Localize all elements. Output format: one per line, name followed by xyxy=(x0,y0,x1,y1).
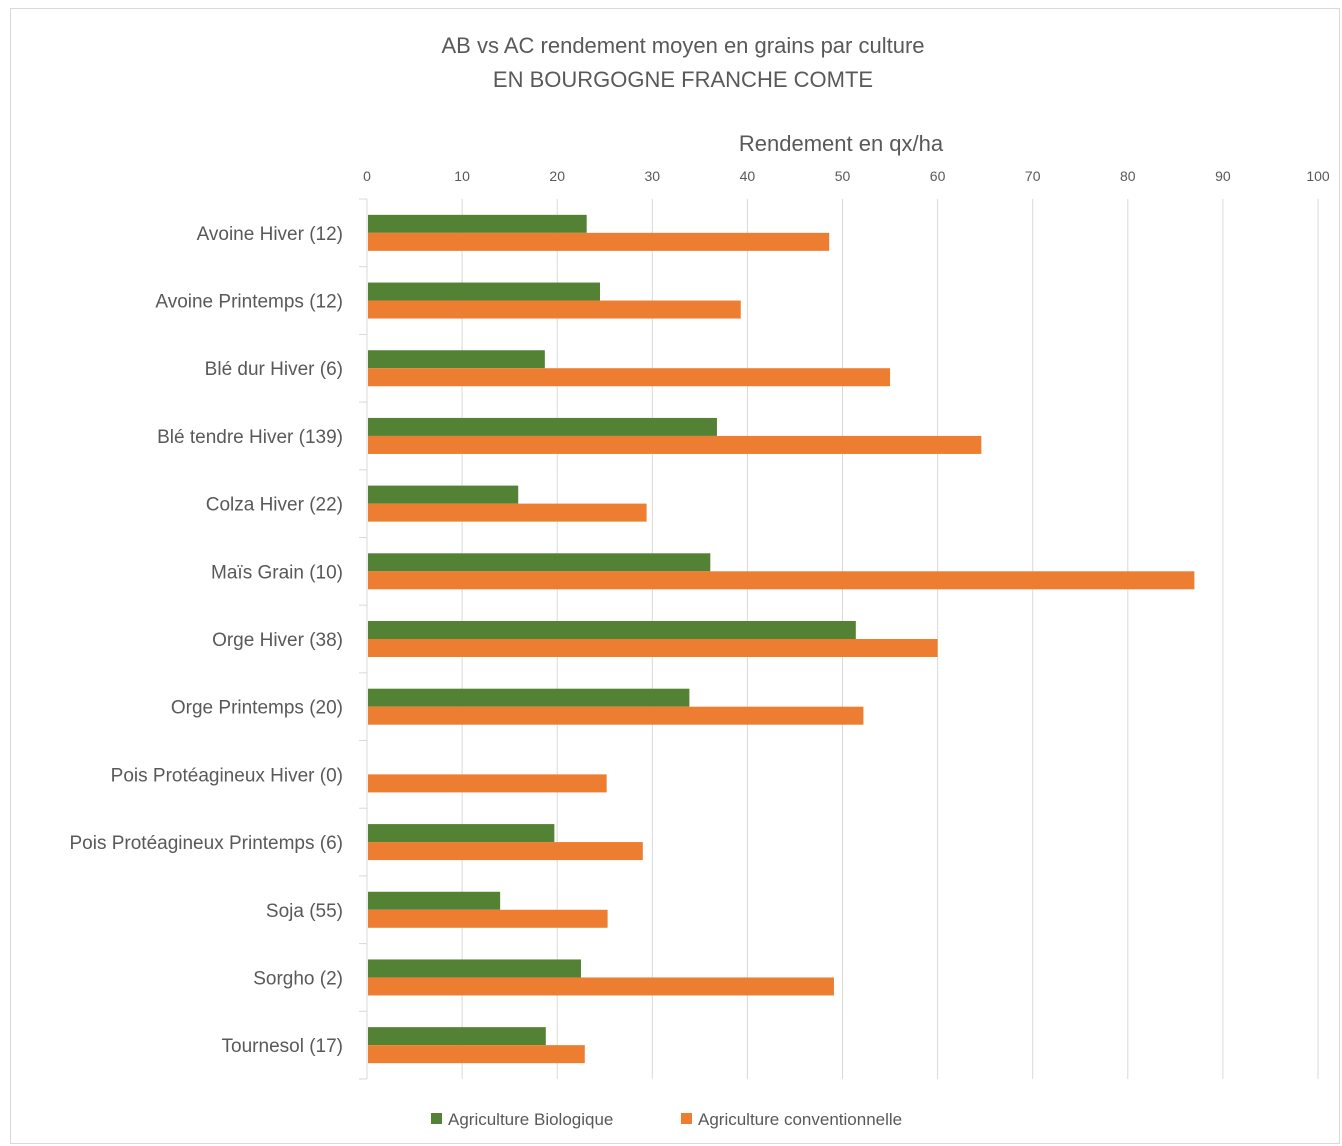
x-tick-label: 30 xyxy=(645,168,661,184)
legend-label: Agriculture Biologique xyxy=(448,1110,613,1129)
bar-agriculture-conventionnelle xyxy=(368,706,864,725)
x-tick-label: 100 xyxy=(1306,168,1330,184)
x-axis-title: Rendement en qx/ha xyxy=(739,131,944,156)
x-tick-label: 90 xyxy=(1215,168,1231,184)
bar-agriculture-conventionnelle xyxy=(368,1045,585,1064)
bar-agriculture-conventionnelle xyxy=(368,232,830,251)
bar-agriculture-conventionnelle xyxy=(368,300,741,319)
category-label: Avoine Printemps (12) xyxy=(155,292,343,313)
bar-agriculture-biologique xyxy=(368,282,600,301)
legend-label: Agriculture conventionnelle xyxy=(698,1110,902,1129)
x-tick-label: 0 xyxy=(363,168,371,184)
bar-agriculture-conventionnelle xyxy=(368,639,938,657)
category-label: Soja (55) xyxy=(266,901,343,922)
category-label: Pois Protéagineux Hiver (0) xyxy=(111,765,343,786)
legend-swatch xyxy=(431,1113,442,1124)
category-label: Maïs Grain (10) xyxy=(211,562,343,583)
bar-agriculture-conventionnelle xyxy=(368,977,834,996)
x-tick-label: 10 xyxy=(454,168,470,184)
x-tick-label: 20 xyxy=(549,168,565,184)
category-label: Blé tendre Hiver (139) xyxy=(157,427,343,448)
bar-agriculture-conventionnelle xyxy=(368,842,643,861)
category-label: Orge Hiver (38) xyxy=(212,630,343,651)
legend-swatch xyxy=(681,1113,692,1124)
bar-agriculture-biologique xyxy=(368,350,545,369)
bar-agriculture-biologique xyxy=(368,621,856,639)
bar-agriculture-conventionnelle xyxy=(368,503,647,522)
bar-chart: AB vs AC rendement moyen en grains par c… xyxy=(69,33,1330,1129)
category-label: Orge Printemps (20) xyxy=(171,698,343,719)
x-tick-label: 60 xyxy=(930,168,946,184)
bar-agriculture-biologique xyxy=(368,553,711,572)
bar-agriculture-biologique xyxy=(368,485,519,504)
category-axis: Avoine Hiver (12) Avoine Printemps (12) Bl… xyxy=(69,198,368,1080)
chart-title-line-2: EN BOURGOGNE FRANCHE COMTE xyxy=(493,67,873,92)
x-tick-label: 40 xyxy=(740,168,756,184)
bars xyxy=(368,214,1195,1064)
x-tick-label: 50 xyxy=(835,168,851,184)
category-label: Sorgho (2) xyxy=(253,968,343,989)
bar-agriculture-conventionnelle xyxy=(368,435,982,454)
category-label: Blé dur Hiver (6) xyxy=(205,359,343,380)
bar-agriculture-biologique xyxy=(368,1027,546,1046)
bar-agriculture-conventionnelle xyxy=(368,909,608,928)
bar-agriculture-biologique xyxy=(368,891,501,910)
bar-agriculture-conventionnelle xyxy=(368,368,891,387)
bar-agriculture-biologique xyxy=(368,824,555,843)
x-tick-label: 80 xyxy=(1120,168,1136,184)
category-label: Tournesol (17) xyxy=(222,1036,343,1057)
category-label: Colza Hiver (22) xyxy=(206,495,343,516)
chart-frame: AB vs AC rendement moyen en grains par c… xyxy=(10,8,1340,1144)
bar-agriculture-biologique xyxy=(368,959,581,978)
chart-title: AB vs AC rendement moyen en grains par c… xyxy=(441,33,924,92)
bar-agriculture-biologique xyxy=(368,214,587,233)
category-label: Avoine Hiver (12) xyxy=(197,224,343,245)
x-axis-ticks: 0 10 20 30 40 50 60 70 80 90 100 xyxy=(363,168,1330,184)
bar-agriculture-biologique xyxy=(368,417,717,436)
legend: Agriculture Biologique Agriculture conven… xyxy=(431,1110,902,1129)
bar-agriculture-conventionnelle xyxy=(368,774,607,793)
bar-agriculture-conventionnelle xyxy=(368,571,1195,590)
bar-agriculture-biologique xyxy=(368,688,690,707)
chart-title-line-1: AB vs AC rendement moyen en grains par c… xyxy=(441,33,924,58)
x-tick-label: 70 xyxy=(1025,168,1041,184)
category-label: Pois Protéagineux Printemps (6) xyxy=(69,833,343,854)
